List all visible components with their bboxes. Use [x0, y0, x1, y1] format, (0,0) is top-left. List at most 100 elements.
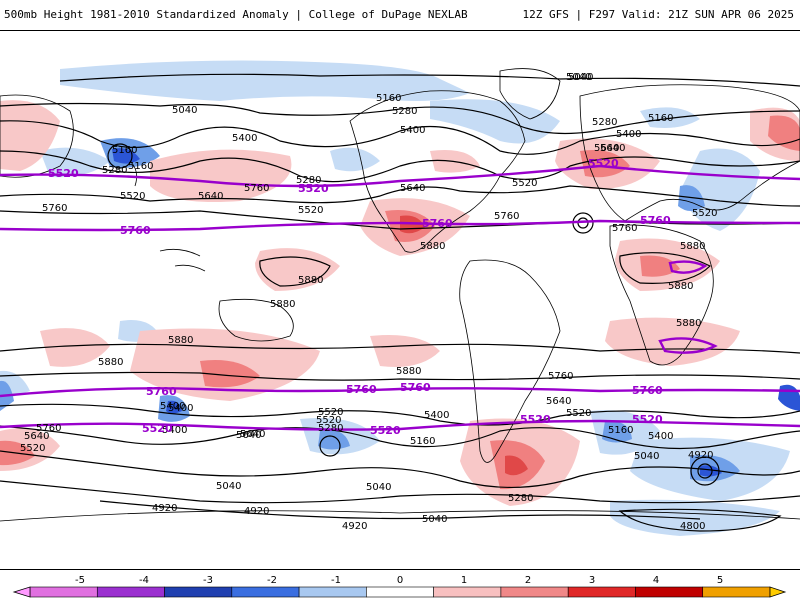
color-scale-tick-labels: -5 -4 -3 -2 -1 0 1 2 3 4 5 [75, 575, 723, 586]
height-contours [0, 73, 800, 532]
australia-coast [218, 298, 294, 342]
color-scale-swatch [702, 586, 771, 598]
contour-label: 5400 [400, 125, 425, 136]
color-scale-tick-label: 1 [461, 575, 467, 586]
antarctica-coast [0, 510, 800, 522]
contour-label: 5760 [244, 183, 269, 194]
contour-label: 5520 [316, 415, 341, 426]
color-scale-tick-label: -5 [75, 575, 85, 586]
color-scale-swatch [366, 586, 434, 598]
color-scale-swatch [567, 586, 636, 598]
color-scale-swatch [433, 586, 502, 598]
anomaly-color-scale: -5 -4 -3 -2 -1 0 1 2 3 4 5 [0, 570, 800, 600]
contour-label: 5400 [162, 425, 187, 436]
contour-label: 5640 [198, 191, 223, 202]
scale-left-arrow [12, 586, 31, 598]
model-valid-time: 12Z GFS | F297 Valid: 21Z SUN APR 06 202… [522, 8, 794, 21]
contour-5880-sahel [658, 337, 718, 354]
contour-label: 4920 [152, 503, 177, 514]
contour-label: 5520 [298, 205, 323, 216]
contour-label: 5400 [232, 133, 257, 144]
contour-label: 5760 [548, 371, 573, 382]
color-scale-swatch [500, 586, 569, 598]
contour-5760-north [0, 219, 800, 232]
contour-label: 5040 [172, 105, 197, 116]
contour-5520-south [0, 419, 800, 431]
highlight-label: 5760 [346, 383, 377, 396]
color-scale-tick-label: -3 [203, 575, 213, 586]
south-america-coast [459, 259, 561, 463]
color-scale-svg: -5 -4 -3 -2 -1 0 1 2 3 4 5 [12, 575, 787, 598]
highlight-label: 5520 [298, 182, 329, 195]
contour-label: 5160 [128, 161, 153, 172]
scale-right-arrow [769, 586, 787, 598]
contour-label: 5880 [270, 299, 295, 310]
contour-label: 4920 [688, 450, 713, 461]
color-scale-swatch [29, 586, 98, 598]
contour-label: 5040 [216, 481, 241, 492]
contour-label: 5160 [648, 113, 673, 124]
contour-label: 5880 [680, 241, 705, 252]
contour-label: 5400 [648, 431, 673, 442]
contour-label: 5640 [546, 396, 571, 407]
contour-5880-africa [668, 260, 708, 274]
map-panel[interactable]: 5040 5160 5280 5400 5160 5040 5400 5160 … [0, 30, 800, 570]
color-scale-swatch [298, 586, 367, 598]
negative-anomaly-strong [112, 148, 800, 477]
color-scale-tick-label: -4 [139, 575, 149, 586]
contour-label: 4800 [680, 521, 705, 532]
highlight-label: 5760 [120, 224, 151, 237]
header-bar: 500mb Height 1981-2010 Standardized Anom… [0, 0, 800, 30]
contour-label: 5520 [318, 407, 343, 418]
contour-label: 5640 [236, 430, 261, 441]
highlight-label: 5520 [48, 167, 79, 180]
color-scale-tick-label: 4 [653, 575, 659, 586]
contour-label: 5640 [594, 143, 619, 154]
highlight-label: 5520 [632, 413, 663, 426]
negative-anomaly-areas [0, 60, 790, 536]
highlight-label: 5520 [588, 157, 619, 170]
color-scale-tick-label: -2 [267, 575, 277, 586]
contour-label: 5160 [608, 425, 633, 436]
greenland-coast [499, 68, 561, 120]
contour-label: 5160 [376, 93, 401, 104]
contour-label: 5520 [120, 191, 145, 202]
contour-label: 5520 [512, 178, 537, 189]
contour-labels: 5040 5160 5280 5400 5160 5040 5400 5160 … [20, 72, 717, 532]
contour-label: 5280 [296, 175, 321, 186]
highlight-label: 5760 [400, 381, 431, 394]
eurasia-coast [579, 84, 800, 222]
color-scale-swatch [635, 586, 704, 598]
color-scale-tick-label: 5 [717, 575, 723, 586]
anomaly-map: 5040 5160 5280 5400 5160 5040 5400 5160 … [0, 60, 800, 536]
contour-label: 5640 [24, 431, 49, 442]
contour-label: 5760 [494, 211, 519, 222]
contour-label: 5040 [422, 514, 447, 525]
contour-label: 5880 [676, 318, 701, 329]
contour-label: 5880 [168, 335, 193, 346]
contour-label: 5880 [98, 357, 123, 368]
east-asia-coast [0, 94, 74, 178]
contour-label: 5760 [36, 423, 61, 434]
contour-label: 5400 [616, 129, 641, 140]
contour-label: 5280 [592, 117, 617, 128]
contour-label: 5280 [392, 106, 417, 117]
contour-label: 5040 [634, 451, 659, 462]
contour-label: 5880 [668, 281, 693, 292]
contour-label: 5400 [168, 403, 193, 414]
contour-label: 4920 [244, 506, 269, 517]
contour-label: 5880 [298, 275, 323, 286]
color-scale-swatch [164, 586, 233, 598]
contour-label: 5880 [396, 366, 421, 377]
contour-label: 5280 [102, 165, 127, 176]
contour-label: 5400 [424, 410, 449, 421]
contour-label: 5880 [420, 241, 445, 252]
contour-label: 5640 [240, 429, 265, 440]
highlight-label: 5760 [422, 217, 453, 230]
highlight-contours [0, 164, 800, 431]
highlight-label: 5520 [520, 413, 551, 426]
color-scale-tick-label: 3 [589, 575, 595, 586]
contour-label: 5640 [400, 183, 425, 194]
contour-label: 5520 [692, 208, 717, 219]
map-title: 500mb Height 1981-2010 Standardized Anom… [4, 8, 468, 21]
